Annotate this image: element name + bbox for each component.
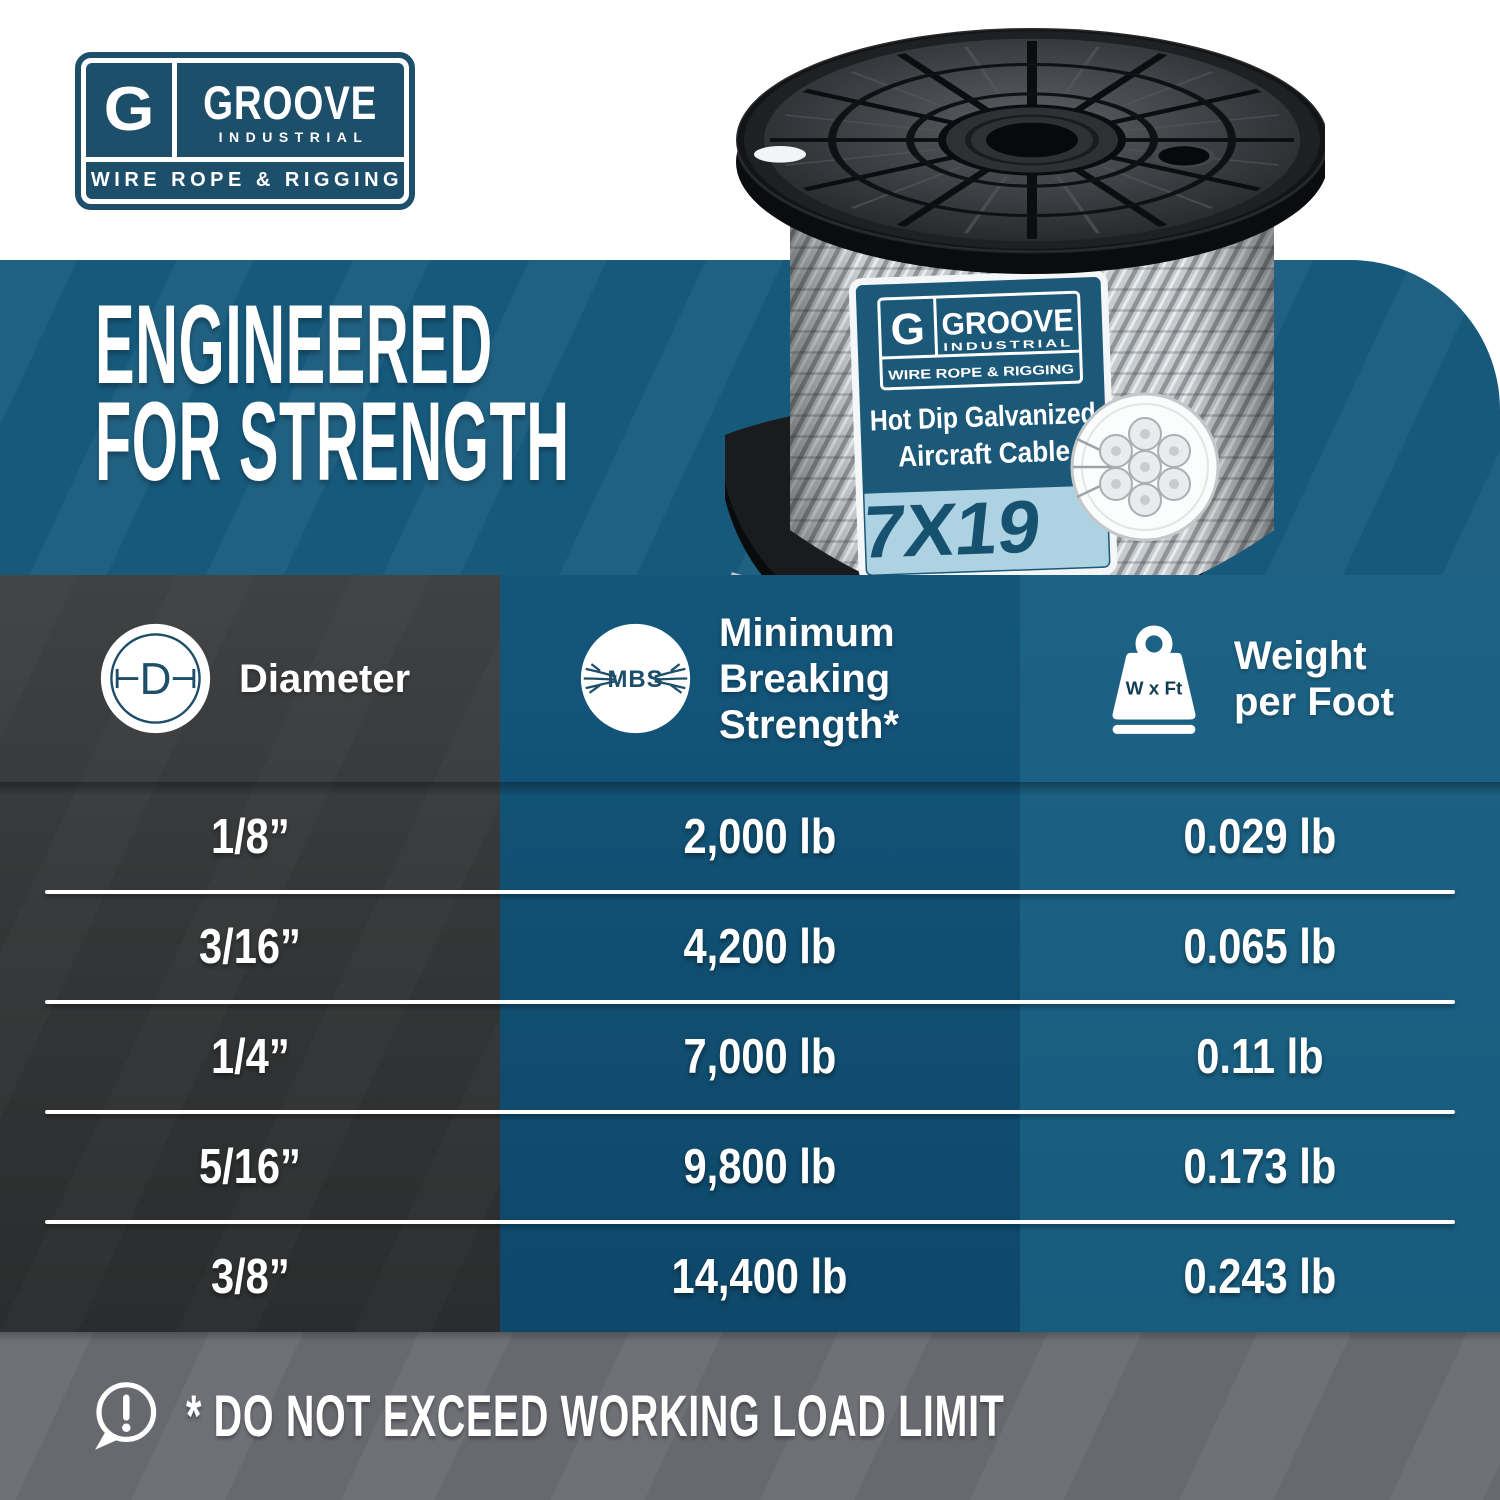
headline-line-1: ENGINEERED xyxy=(95,282,493,407)
cell-diameter: 5/16” xyxy=(199,1140,301,1194)
cell-diameter: 3/8” xyxy=(210,1250,290,1304)
brand-tagline: WIRE ROPE & RIGGING xyxy=(86,162,404,199)
table-row: 3/16” 4,200 lb 0.065 lb xyxy=(0,890,1500,1002)
spool-top-flange xyxy=(734,26,1325,274)
cell-weight: 0.243 lb xyxy=(1183,1250,1337,1304)
label-construction: 7X19 xyxy=(858,485,1045,574)
label-title-line-1: Hot Dip Galvanized xyxy=(869,398,1096,438)
headline: ENGINEERED FOR STRENGTH xyxy=(95,289,570,498)
label-brand-name: GROOVE xyxy=(941,302,1074,342)
cable-cross-section-badge xyxy=(1070,392,1220,542)
cell-mbs: 7,000 lb xyxy=(683,1030,837,1084)
cell-mbs: 9,800 lb xyxy=(683,1140,837,1194)
cell-mbs: 14,400 lb xyxy=(672,1250,848,1304)
logo-monogram-cell: G xyxy=(86,63,172,157)
footnote-band: * DO NOT EXCEED WORKING LOAD LIMIT xyxy=(0,1332,1500,1500)
label-brand-tagline: WIRE ROPE & RIGGING xyxy=(888,361,1074,382)
table-row: 3/8” 14,400 lb 0.243 lb xyxy=(0,1220,1500,1332)
header-label-weight: Weight per Foot xyxy=(1234,633,1394,724)
header-cell-weight: W x Ft Weight per Foot xyxy=(1100,575,1394,782)
table-body: 1/8” 2,000 lb 0.029 lb 3/16” 4,200 lb 0.… xyxy=(0,782,1500,1332)
mbs-icon: MBS xyxy=(580,623,691,734)
brand-sub-name: INDUSTRIAL xyxy=(218,129,369,145)
label-brand-logo: G GROOVE INDUSTRIAL WIRE ROPE & RIGGING xyxy=(877,290,1083,391)
svg-text:D: D xyxy=(140,655,172,704)
cell-mbs: 4,200 lb xyxy=(683,920,837,974)
table-row: 5/16” 9,800 lb 0.173 lb xyxy=(0,1110,1500,1222)
footnote-text: * DO NOT EXCEED WORKING LOAD LIMIT xyxy=(186,1383,1005,1449)
cell-weight: 0.173 lb xyxy=(1183,1140,1337,1194)
warning-bubble-icon xyxy=(95,1382,157,1450)
label-brand-sub: INDUSTRIAL xyxy=(943,337,1073,354)
svg-text:W x Ft: W x Ft xyxy=(1126,678,1183,699)
column-bg-diameter xyxy=(0,575,500,1332)
weight-per-foot-icon: W x Ft xyxy=(1112,624,1196,734)
table-row: 1/4” 7,000 lb 0.11 lb xyxy=(0,1000,1500,1112)
spec-table: D Diameter MBS xyxy=(0,575,1500,1332)
cell-diameter: 1/8” xyxy=(210,810,290,864)
cell-weight: 0.065 lb xyxy=(1183,920,1337,974)
brand-name: GROOVE xyxy=(203,76,378,129)
cell-weight: 0.029 lb xyxy=(1183,810,1337,864)
header-label-diameter: Diameter xyxy=(239,656,411,701)
g-monogram-icon: G xyxy=(103,75,155,144)
cell-weight: 0.11 lb xyxy=(1196,1030,1324,1084)
header-cell-diameter: D Diameter xyxy=(98,575,410,782)
header-cell-mbs: MBS Minimum Breaking Strength* xyxy=(578,575,899,782)
column-bg-weight xyxy=(1020,575,1500,1332)
svg-text:MBS: MBS xyxy=(607,666,663,693)
label-g-monogram-icon: G xyxy=(890,305,926,355)
table-row: 1/8” 2,000 lb 0.029 lb xyxy=(0,782,1500,892)
cell-diameter: 1/4” xyxy=(210,1030,290,1084)
diameter-icon: D xyxy=(100,623,211,734)
header-label-mbs: Minimum Breaking Strength* xyxy=(719,610,899,747)
headline-line-2: FOR STRENGTH xyxy=(95,379,570,504)
brand-logo: G GROOVE INDUSTRIAL WIRE ROPE & RIGGING xyxy=(75,52,415,210)
cell-diameter: 3/16” xyxy=(199,920,301,974)
cell-mbs: 2,000 lb xyxy=(683,810,837,864)
label-title-line-2: Aircraft Cable xyxy=(898,436,1071,474)
product-label: G GROOVE INDUSTRIAL WIRE ROPE & RIGGING … xyxy=(848,270,1118,583)
